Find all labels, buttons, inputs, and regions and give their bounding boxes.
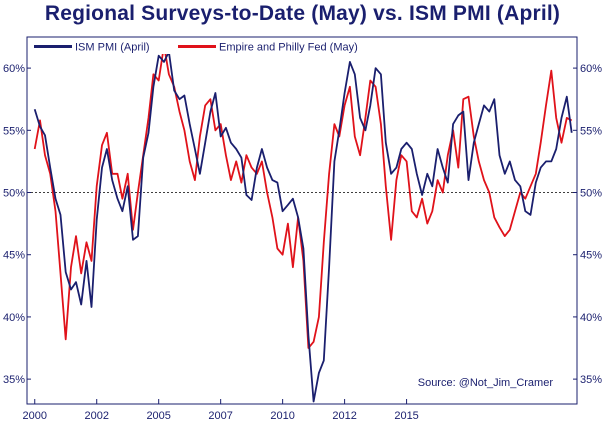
- x-tick-label-0: 2000: [23, 410, 47, 422]
- y-tick-label-left-0: 35%: [3, 374, 25, 386]
- plot-frame: [27, 37, 577, 404]
- y-tick-label-right-5: 60%: [580, 63, 602, 75]
- x-tick-label-3: 2007: [208, 410, 232, 422]
- x-tick-label-1: 2002: [84, 410, 108, 422]
- series-layer: [35, 46, 572, 402]
- y-tick-label-left-1: 40%: [3, 312, 25, 324]
- y-tick-label-right-2: 45%: [580, 250, 602, 262]
- x-tick-label-4: 2010: [270, 410, 294, 422]
- y-tick-label-right-1: 40%: [580, 312, 602, 324]
- y-tick-label-left-4: 55%: [3, 125, 25, 137]
- y-tick-label-right-3: 50%: [580, 188, 602, 200]
- y-tick-label-right-4: 55%: [580, 125, 602, 137]
- x-tick-label-2: 2005: [146, 410, 170, 422]
- series-line-ism-pmi: [35, 52, 572, 402]
- y-tick-label-right-0: 35%: [580, 374, 602, 386]
- legend-label-fed: Empire and Philly Fed (May): [219, 42, 358, 54]
- legend: ISM PMI (April) Empire and Philly Fed (M…: [29, 39, 379, 54]
- x-tick-label-5: 2012: [332, 410, 356, 422]
- x-tick-label-6: 2015: [394, 410, 418, 422]
- y-tick-label-left-5: 60%: [3, 63, 25, 75]
- y-tick-label-left-2: 45%: [3, 250, 25, 262]
- legend-label-ism: ISM PMI (April): [75, 42, 150, 54]
- y-tick-label-left-3: 50%: [3, 188, 25, 200]
- source-note: Source: @Not_Jim_Cramer: [418, 377, 554, 389]
- series-line-regional-fed: [35, 46, 572, 348]
